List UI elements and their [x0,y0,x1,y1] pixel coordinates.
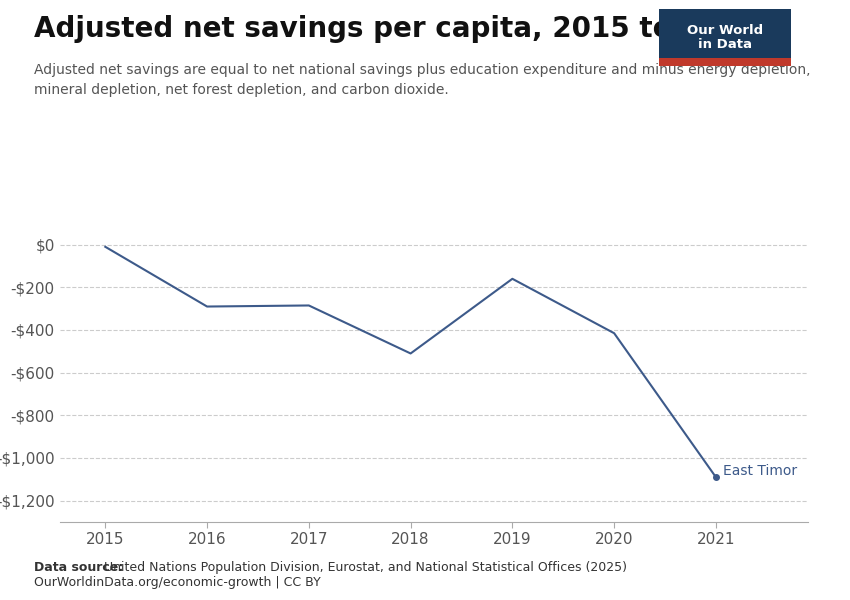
Text: Adjusted net savings per capita, 2015 to 2021: Adjusted net savings per capita, 2015 to… [34,15,759,43]
Text: Data source:: Data source: [34,561,123,574]
Text: mineral depletion, net forest depletion, and carbon dioxide.: mineral depletion, net forest depletion,… [34,83,449,97]
Text: OurWorldinData.org/economic-growth | CC BY: OurWorldinData.org/economic-growth | CC … [34,576,320,589]
Text: Adjusted net savings are equal to net national savings plus education expenditur: Adjusted net savings are equal to net na… [34,63,811,77]
Text: East Timor: East Timor [723,464,797,478]
Text: Our World
in Data: Our World in Data [687,23,762,52]
Text: United Nations Population Division, Eurostat, and National Statistical Offices (: United Nations Population Division, Euro… [100,561,627,574]
